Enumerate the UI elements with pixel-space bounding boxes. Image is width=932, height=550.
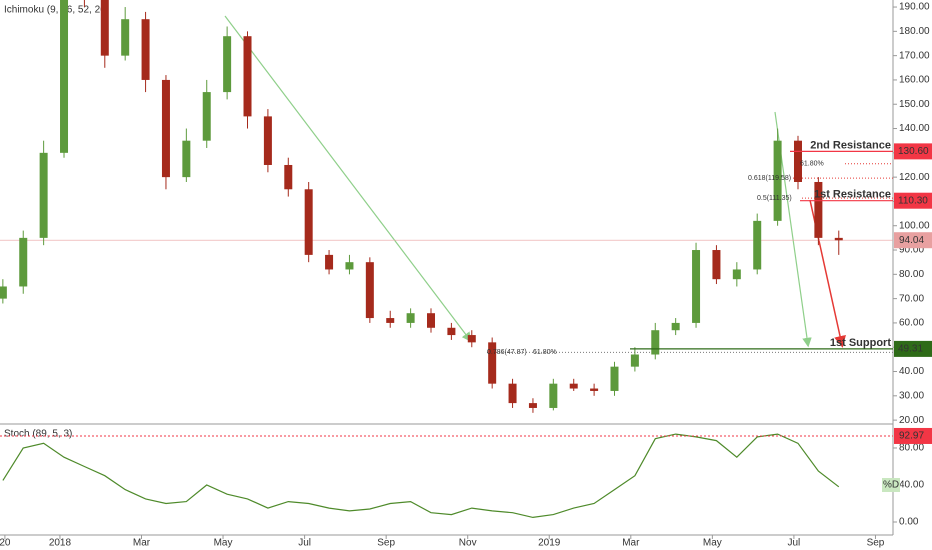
y-tick-label: 190.00 — [899, 2, 930, 13]
candle-body — [284, 164, 293, 190]
candle-body — [508, 383, 517, 404]
candle-body — [202, 92, 211, 141]
x-tick-label: Nov — [459, 538, 477, 549]
x-tick-label: Jul — [298, 538, 311, 549]
x-tick-label: May — [703, 538, 722, 549]
fib-label: 61.80% — [533, 349, 557, 356]
stoch-level-box — [894, 427, 932, 444]
candle-body — [141, 19, 150, 80]
candle-body — [304, 189, 313, 255]
candle-body — [427, 313, 436, 328]
stoch-level-label: 92.97 — [899, 431, 924, 442]
candle-body — [651, 330, 660, 355]
candle-body — [0, 286, 7, 299]
level-label: 49.31 — [898, 344, 923, 355]
current-price-label: 94.04 — [899, 235, 924, 246]
fib-label: 0.786(47.87) — [487, 349, 527, 356]
x-tick-label: May — [214, 538, 233, 549]
level-label: 110.30 — [898, 195, 928, 206]
candle-body — [610, 366, 619, 391]
fib-label: 0.5(111.35) — [757, 195, 792, 202]
y-tick-label: 30.00 — [899, 390, 924, 401]
y-tick-label: 40.00 — [899, 366, 924, 377]
stoch-tick-label: 0.00 — [899, 517, 919, 528]
x-tick-label: Sep — [867, 538, 885, 549]
candle-body — [549, 383, 558, 408]
candle-body — [345, 262, 354, 270]
y-tick-label: 160.00 — [899, 75, 930, 86]
x-tick-label: Jul — [788, 538, 801, 549]
candle-body — [671, 322, 680, 331]
fib-label: 0.618(119.58) — [748, 175, 791, 182]
stoch-label: Stoch (89, 5, 3) — [4, 429, 72, 440]
candle-body — [263, 116, 272, 165]
candle-body — [39, 152, 48, 238]
candle-body — [365, 262, 374, 319]
level-box — [894, 143, 932, 160]
x-tick-label: 20 — [0, 538, 11, 549]
candle-body — [386, 318, 395, 323]
level-box — [894, 192, 932, 209]
stoch-legend-box — [882, 478, 900, 492]
level-box — [894, 340, 932, 357]
candle-body — [406, 313, 415, 323]
candle-body — [814, 181, 823, 238]
candle-body — [223, 36, 232, 93]
trend-arrow — [224, 15, 472, 342]
level-name: 2nd Resistance — [810, 139, 891, 151]
candle-body — [630, 354, 639, 367]
y-tick-label: 100.00 — [899, 220, 930, 231]
candle-body — [569, 383, 578, 389]
candle-body — [712, 250, 721, 280]
candle-body — [467, 335, 476, 343]
y-tick-label: 20.00 — [899, 415, 924, 426]
fib-label: 61.80% — [800, 161, 824, 168]
x-tick-label: 2018 — [49, 538, 72, 549]
y-tick-label: 180.00 — [899, 26, 930, 37]
level-name: 1st Resistance — [814, 189, 891, 201]
y-tick-label: 170.00 — [899, 50, 930, 61]
level-label: 130.60 — [898, 146, 929, 157]
indicator-label: Ichimoku (9, 26, 52, 26) — [4, 5, 109, 16]
current-price-box — [894, 232, 932, 249]
stoch-legend: %D — [883, 480, 899, 491]
y-tick-label: 150.00 — [899, 99, 930, 110]
level-name: 1st Support — [830, 337, 891, 349]
x-tick-label: 2019 — [538, 538, 561, 549]
stoch-line — [2, 433, 840, 519]
stoch-tick-label: 80.00 — [899, 443, 924, 454]
x-tick-label: Mar — [133, 538, 151, 549]
x-tick-label: Sep — [377, 538, 395, 549]
candle-body — [692, 250, 701, 323]
candle-body — [732, 269, 741, 280]
candle-body — [447, 327, 456, 336]
candle-body — [100, 0, 109, 56]
candle-body — [590, 388, 599, 391]
candle-body — [161, 79, 170, 178]
y-tick-label: 90.00 — [899, 245, 924, 256]
candle-body — [793, 140, 802, 182]
candle-body — [19, 237, 28, 287]
candle-body — [243, 36, 252, 117]
y-tick-label: 80.00 — [899, 269, 924, 280]
candle-body — [488, 342, 497, 384]
candle-body — [121, 19, 130, 56]
candle-body — [834, 237, 843, 241]
candle-body — [182, 140, 191, 178]
x-tick-label: Mar — [622, 538, 640, 549]
y-tick-label: 70.00 — [899, 293, 924, 304]
y-tick-label: 60.00 — [899, 318, 924, 329]
candle-body — [528, 403, 537, 408]
y-tick-label: 140.00 — [899, 123, 930, 134]
stoch-tick-label: 40.00 — [899, 480, 924, 491]
candle-body — [773, 140, 782, 221]
candle-body — [325, 254, 334, 270]
candle-body — [60, 0, 69, 153]
candle-body — [753, 220, 762, 270]
y-tick-label: 120.00 — [899, 172, 930, 183]
